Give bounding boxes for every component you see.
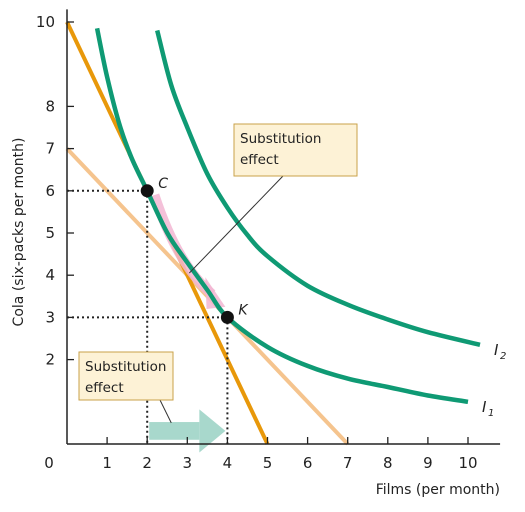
indifference-curve-label-2: I: [494, 341, 499, 359]
callout-text-1-line-1: Substitution: [240, 131, 321, 147]
x-tick-label-10: 10: [458, 454, 477, 472]
x-tick-label-4: 4: [223, 454, 233, 472]
indifference-curves: I 1I 2: [94, 27, 506, 419]
callout-leader-1: [188, 175, 284, 274]
callout-text-2-line-2: effect: [85, 380, 124, 396]
axes: 0 1 2 3 4 5 6 7 8 9 10 2 3 4 5 6 7 8 10: [36, 9, 501, 472]
x-tick-label-9: 9: [423, 454, 433, 472]
guide-lines: [67, 189, 229, 444]
point-label-k: K: [238, 302, 249, 318]
callout-box-2: [78, 351, 174, 401]
callouts: Substitution effect Substitution effect: [78, 123, 358, 424]
indifference-curve-1: [94, 27, 469, 405]
indifference-curve-subscript-1: 1: [488, 408, 494, 419]
effect-arrows: [149, 193, 226, 453]
y-tick-label-6: 6: [45, 182, 55, 200]
x-tick-label-8: 8: [383, 454, 393, 472]
x-tick-label-5: 5: [263, 454, 273, 472]
y-tick-label-2: 2: [45, 351, 55, 369]
y-tick-label-10: 10: [36, 13, 55, 31]
y-tick-label-4: 4: [45, 266, 55, 284]
x-tick-label-3: 3: [183, 454, 193, 472]
callout-leader-2: [159, 399, 172, 424]
x-axis-arrow-shaft: [149, 422, 200, 440]
points: CK: [140, 176, 249, 324]
y-tick-label-8: 8: [45, 97, 55, 115]
x-tick-label-7: 7: [343, 454, 353, 472]
y-tick-label-7: 7: [45, 140, 55, 158]
indifference-curve-subscript-2: 2: [500, 351, 506, 362]
y-tick-label-3: 3: [45, 308, 55, 326]
substitution-arrow-shaft: [149, 193, 216, 299]
y-tick-label-5: 5: [45, 224, 55, 242]
x-tick-label-6: 6: [303, 454, 313, 472]
x-tick-label-1: 1: [102, 454, 112, 472]
substitution-arrow-head: [205, 277, 226, 309]
callout-box-1: [233, 123, 358, 177]
y-axis-label: Cola (six-packs per month): [11, 138, 27, 327]
indifference-curve-2: [155, 29, 481, 347]
point-c: [140, 184, 154, 198]
callout-text-2-line-1: Substitution: [85, 359, 166, 375]
x-axis-arrow-head: [199, 409, 226, 453]
x-axis-label: Films (per month): [376, 482, 500, 498]
x-tick-label-0: 0: [44, 454, 54, 472]
point-k: [220, 310, 234, 324]
indifference-curve-label-1: I: [482, 398, 487, 416]
x-tick-label-2: 2: [142, 454, 152, 472]
point-label-c: C: [158, 176, 168, 192]
callout-text-1-line-2: effect: [240, 152, 279, 168]
